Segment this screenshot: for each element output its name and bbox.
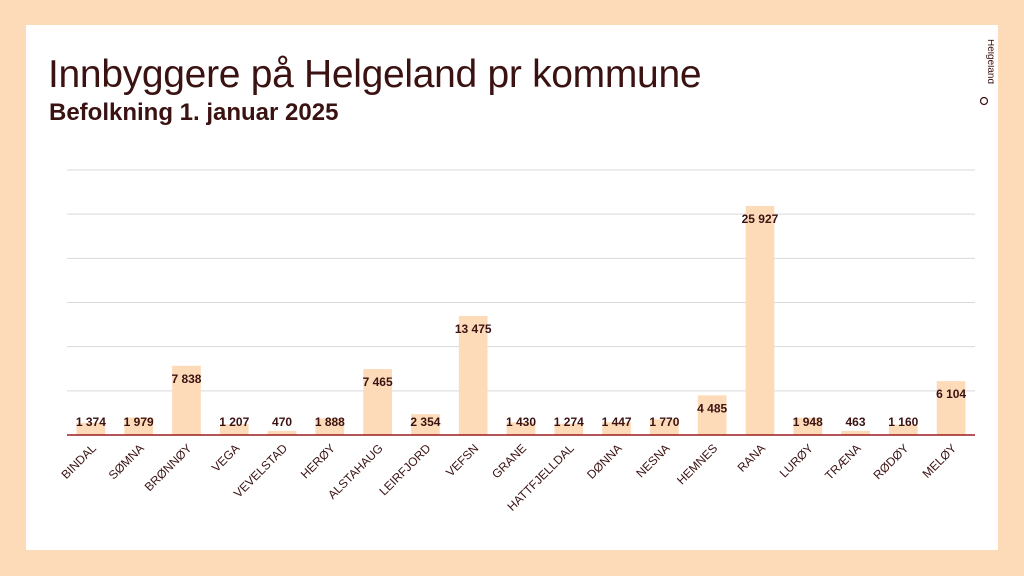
x-tick-label: TRÆNA: [822, 441, 863, 482]
bar: [267, 430, 297, 435]
page-subtitle: Befolkning 1. januar 2025: [49, 99, 339, 126]
x-tick-label: HEMNES: [674, 441, 720, 487]
data-label: 2 354: [410, 415, 440, 429]
bar: [506, 422, 536, 435]
data-label: 1 770: [649, 415, 679, 429]
data-label: 4 485: [697, 401, 727, 415]
data-label: 1 374: [76, 415, 106, 429]
data-label: 6 104: [936, 387, 966, 401]
x-tick-label: LURØY: [777, 441, 816, 480]
bar: [745, 205, 775, 435]
data-label: 470: [272, 415, 292, 429]
data-label: 1 430: [506, 415, 536, 429]
bar: [124, 417, 154, 435]
bar: [841, 430, 870, 435]
bar: [602, 422, 631, 435]
data-label: 1 888: [315, 415, 345, 429]
bar: [219, 424, 249, 435]
bar: [458, 315, 488, 435]
bars: [76, 205, 966, 435]
x-tick-label: RANA: [735, 441, 768, 474]
bar: [411, 414, 440, 435]
page-title: Innbyggere på Helgeland pr kommune: [48, 53, 702, 96]
data-label: 1 979: [124, 415, 154, 429]
data-label: 7 838: [171, 372, 201, 386]
slide-card: Innbyggere på Helgeland pr kommune Befol…: [26, 25, 998, 550]
data-label: 1 160: [888, 415, 918, 429]
x-tick-label: GRANE: [489, 441, 529, 481]
data-label: 7 465: [363, 375, 393, 389]
bar: [172, 365, 201, 435]
x-tick-label: NESNA: [633, 441, 672, 480]
x-tick-label: MELØY: [920, 441, 960, 481]
x-tick-label: HERØY: [298, 441, 338, 481]
data-label: 13 475: [455, 322, 492, 336]
data-label: 1 274: [554, 415, 584, 429]
gridlines: [67, 169, 975, 392]
x-tick-label: DØNNA: [584, 441, 625, 482]
x-tick-label: SØMNA: [106, 441, 147, 482]
logo-text: Helgeland: [985, 39, 994, 84]
bar: [315, 418, 345, 435]
x-tick-label: VEFSN: [443, 441, 481, 479]
bar: [76, 422, 106, 435]
data-label: 463: [846, 415, 866, 429]
bar: [936, 381, 966, 435]
bar: [554, 423, 584, 435]
x-tick-label: LEIRFJORD: [376, 441, 433, 498]
data-label: 1 447: [602, 415, 632, 429]
bar: [888, 424, 918, 435]
helgeland-logo-icon: Helgeland: [979, 39, 994, 105]
data-labels: 1 374 1 979 7 838 1 207 470 1 888 7 465 2 354 13…: [76, 212, 967, 429]
bar: [697, 395, 727, 435]
x-tick-label: RØDØY: [870, 441, 911, 482]
data-label: 1 948: [793, 415, 823, 429]
x-tick-label: VEGA: [209, 441, 242, 474]
x-tick-label: BRØNNØY: [142, 441, 195, 494]
bar: [363, 369, 392, 435]
x-tick-label: BINDAL: [58, 441, 99, 482]
bar: [793, 417, 823, 435]
data-label: 25 927: [742, 212, 779, 226]
bar: [650, 419, 679, 435]
data-label: 1 207: [219, 415, 249, 429]
